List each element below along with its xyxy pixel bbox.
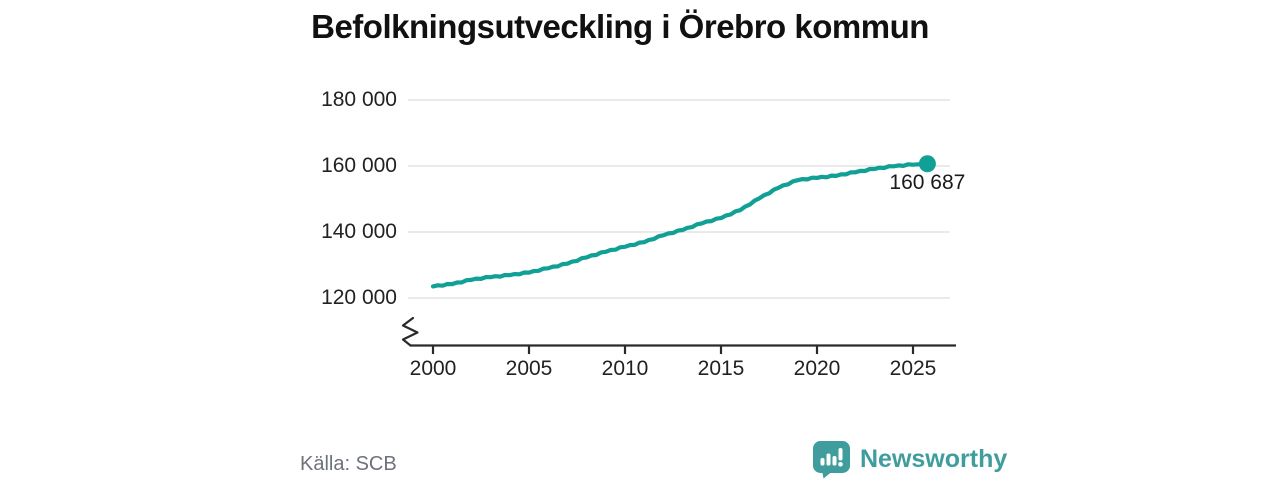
x-tick-label: 2005 (505, 357, 553, 380)
x-axis (410, 344, 956, 354)
x-tick-label: 2010 (601, 357, 649, 380)
newsworthy-logo-icon (813, 441, 850, 479)
x-tick-label: 2000 (409, 357, 457, 380)
source-label: Källa: SCB (300, 453, 397, 475)
x-tick-label: 2015 (697, 357, 745, 380)
y-tick-label: 180 000 (321, 88, 397, 111)
newsworthy-logo-text: Newsworthy (860, 445, 1008, 473)
y-axis-break-icon (401, 316, 419, 347)
end-point-dot (918, 155, 936, 173)
x-tick-label: 2025 (889, 357, 937, 380)
end-value-label: 160 687 (889, 170, 966, 194)
newsworthy-logo[interactable]: Newsworthy (811, 440, 1007, 479)
chart-title: Befolkningsutveckling i Örebro kommun (311, 8, 929, 45)
x-tick-label: 2020 (793, 357, 841, 380)
gridlines (408, 99, 950, 299)
y-tick-label: 120 000 (321, 286, 397, 309)
y-tick-label: 140 000 (321, 220, 397, 243)
population-line-series (430, 161, 930, 289)
y-tick-label: 160 000 (321, 154, 397, 177)
